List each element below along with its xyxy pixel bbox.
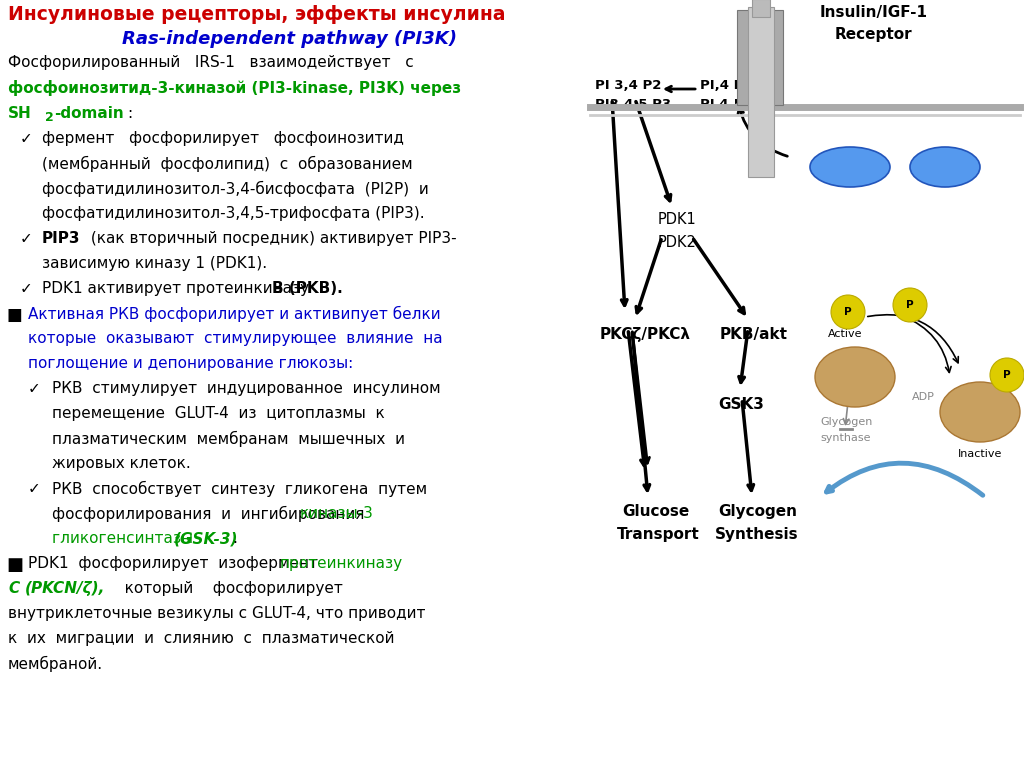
- Text: PDK1: PDK1: [658, 212, 696, 227]
- Text: PI 4,5 P2: PI 4,5 P2: [700, 98, 766, 111]
- Text: РКВ  стимулирует  индуцированное  инсулином: РКВ стимулирует индуцированное инсулином: [52, 381, 440, 396]
- Text: С: С: [8, 581, 19, 596]
- Text: который    фосфорилирует: который фосфорилирует: [110, 581, 343, 596]
- Text: ATP: ATP: [862, 387, 883, 397]
- Text: PI 3,4 P2: PI 3,4 P2: [595, 79, 662, 92]
- Text: PDK1  фосфорилирует  изофермент: PDK1 фосфорилирует изофермент: [28, 556, 323, 571]
- Text: Insulin/IGF-1: Insulin/IGF-1: [820, 5, 928, 20]
- Text: Glucose: Glucose: [622, 504, 689, 519]
- Ellipse shape: [815, 347, 895, 407]
- Text: PI3K: PI3K: [923, 159, 954, 172]
- Text: (как вторичный посредник) активирует PIP3-: (как вторичный посредник) активирует PIP…: [86, 231, 457, 246]
- Text: :: :: [127, 106, 132, 121]
- Text: PDK2: PDK2: [658, 235, 697, 250]
- Ellipse shape: [910, 147, 980, 187]
- Text: Ras-independent pathway (PI3K): Ras-independent pathway (PI3K): [123, 30, 458, 48]
- Text: F: F: [748, 127, 755, 140]
- Text: SH: SH: [8, 106, 32, 121]
- Text: зависимую киназу 1 (PDK1).: зависимую киназу 1 (PDK1).: [42, 256, 267, 271]
- Text: Glycogen: Glycogen: [718, 504, 797, 519]
- Text: PKB/akt: PKB/akt: [720, 327, 788, 342]
- Text: P: P: [906, 300, 913, 310]
- Text: Active: Active: [828, 329, 862, 339]
- Text: GSK 3: GSK 3: [953, 405, 992, 418]
- Text: Transport: Transport: [617, 527, 699, 542]
- Text: Инсулиновые рецепторы, эффекты инсулина: Инсулиновые рецепторы, эффекты инсулина: [8, 5, 506, 24]
- Text: PI3,4,5 P3: PI3,4,5 P3: [595, 98, 671, 111]
- Text: к  их  миграции  и  слиянию  с  плазматической: к их миграции и слиянию с плазматической: [8, 631, 394, 646]
- Text: ■: ■: [6, 306, 22, 324]
- Text: ✓: ✓: [20, 281, 33, 296]
- Text: Inactive: Inactive: [958, 449, 1002, 459]
- Text: IRS1: IRS1: [825, 159, 857, 172]
- Text: гликогенсинтазы: гликогенсинтазы: [52, 531, 198, 546]
- Text: жировых клеток.: жировых клеток.: [52, 456, 190, 471]
- Text: (PKCN/ζ),: (PKCN/ζ),: [25, 581, 105, 596]
- Text: фосфатидилинозитол-3,4,5-трифосфата (PIP3).: фосфатидилинозитол-3,4,5-трифосфата (PIP…: [42, 206, 425, 221]
- Bar: [748, 7, 774, 177]
- Text: киназы-3: киназы-3: [300, 506, 374, 521]
- Text: РКВ  способствует  синтезу  гликогена  путем: РКВ способствует синтезу гликогена путем: [52, 481, 427, 497]
- Text: PIP3: PIP3: [42, 231, 81, 246]
- Text: Receptor: Receptor: [835, 27, 912, 42]
- Text: P: P: [1004, 370, 1011, 380]
- Text: -domain: -domain: [54, 106, 124, 121]
- Text: (мембранный  фосфолипид)  с  образованием: (мембранный фосфолипид) с образованием: [42, 156, 413, 172]
- Text: PKCζ/PKCλ: PKCζ/PKCλ: [600, 327, 691, 342]
- Text: ✓: ✓: [20, 131, 33, 146]
- Text: Активная РКВ фосфорилирует и активипует белки: Активная РКВ фосфорилирует и активипует …: [28, 306, 440, 322]
- Ellipse shape: [940, 382, 1020, 442]
- Text: .: .: [232, 531, 237, 546]
- Circle shape: [831, 295, 865, 329]
- Text: PDK1 активирует протеинкиназу: PDK1 активирует протеинкиназу: [42, 281, 314, 296]
- Text: которые  оказывают  стимулирующее  влияние  на: которые оказывают стимулирующее влияние …: [28, 331, 442, 346]
- Text: перемещение  GLUT-4  из  цитоплазмы  к: перемещение GLUT-4 из цитоплазмы к: [52, 406, 385, 421]
- Bar: [752, 0, 770, 17]
- Circle shape: [893, 288, 927, 322]
- Circle shape: [990, 358, 1024, 392]
- Text: фосфатидилинозитол-3,4-бисфосфата  (PI2P)  и: фосфатидилинозитол-3,4-бисфосфата (PI2P)…: [42, 181, 429, 197]
- Text: PI,4 P: PI,4 P: [700, 79, 743, 92]
- Text: Фосфорилированный   IRS-1   взаимодействует   с: Фосфорилированный IRS-1 взаимодействует …: [8, 55, 414, 70]
- Text: фермент   фосфорилирует   фосфоинозитид: фермент фосфорилирует фосфоинозитид: [42, 131, 403, 146]
- Text: ■: ■: [6, 556, 23, 574]
- Bar: [737, 10, 753, 105]
- Bar: [767, 10, 783, 105]
- Text: GSK 3: GSK 3: [825, 369, 864, 382]
- Text: фосфоинозитид-3-киназой (PI3-kinase, PI3K) через: фосфоинозитид-3-киназой (PI3-kinase, PI3…: [8, 80, 461, 96]
- Text: synthase: synthase: [820, 433, 870, 443]
- Text: ADP: ADP: [912, 392, 935, 402]
- Text: мембраной.: мембраной.: [8, 656, 103, 672]
- Text: 2: 2: [45, 111, 53, 124]
- Text: протеинкиназу: протеинкиназу: [280, 556, 403, 571]
- Text: ✓: ✓: [28, 381, 41, 396]
- Text: ✓: ✓: [28, 481, 41, 496]
- Text: поглощение и депонирование глюкозы:: поглощение и депонирование глюкозы:: [28, 356, 353, 371]
- Text: ✓: ✓: [20, 231, 33, 246]
- Text: внутриклеточные везикулы с GLUT-4, что приводит: внутриклеточные везикулы с GLUT-4, что п…: [8, 606, 426, 621]
- Text: P: P: [844, 307, 852, 317]
- Text: Glycogen: Glycogen: [820, 417, 872, 427]
- Text: плазматическим  мембранам  мышечных  и: плазматическим мембранам мышечных и: [52, 431, 406, 447]
- Text: GSK3: GSK3: [718, 397, 764, 412]
- Text: фосфорилирования  и  ингибирования: фосфорилирования и ингибирования: [52, 506, 370, 522]
- Text: В (PKB).: В (PKB).: [272, 281, 343, 296]
- Ellipse shape: [810, 147, 890, 187]
- Text: (GSK-3): (GSK-3): [174, 531, 239, 546]
- Text: Synthesis: Synthesis: [715, 527, 799, 542]
